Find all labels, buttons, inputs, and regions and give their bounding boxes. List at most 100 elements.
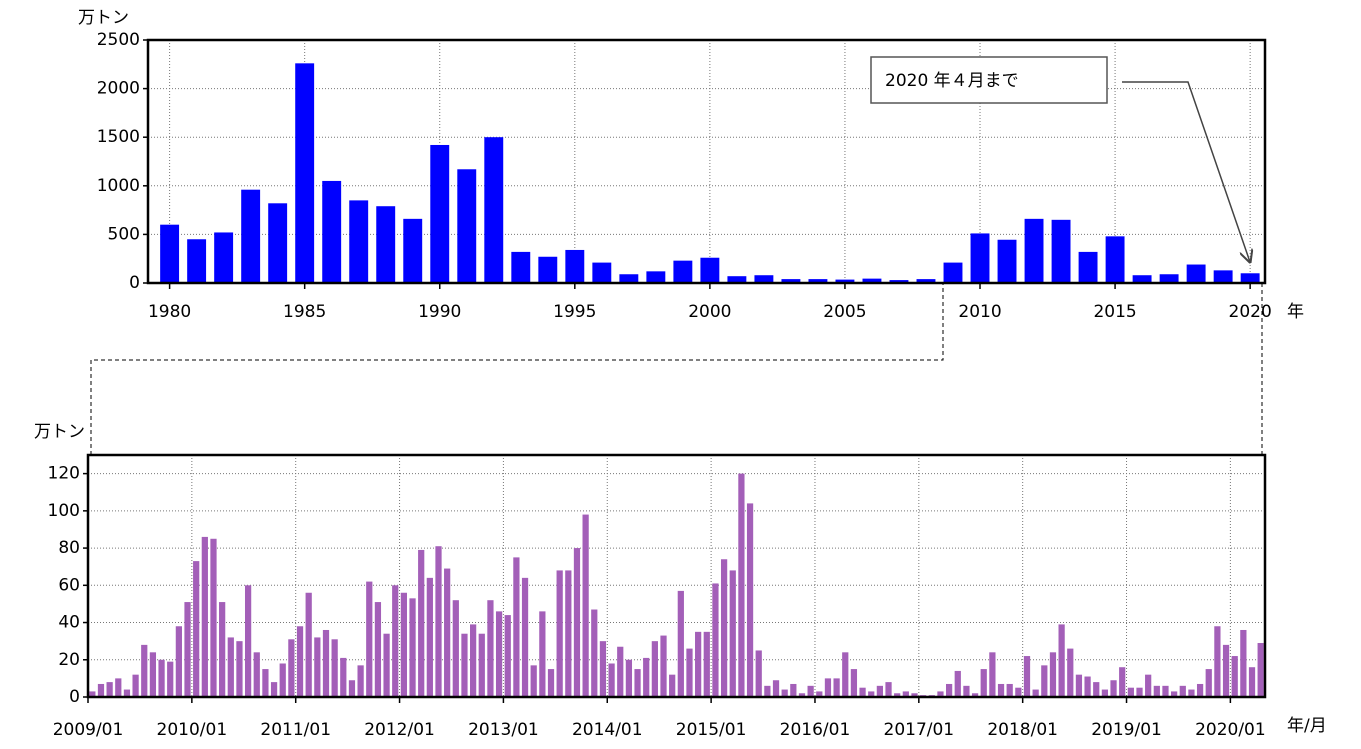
bar (1145, 674, 1152, 697)
bar (1159, 274, 1179, 283)
zoom-connector (90, 283, 944, 455)
plot-frame (86, 453, 1267, 699)
bar (357, 665, 364, 697)
y-tick-label: 0 (69, 687, 80, 707)
bar (187, 239, 207, 283)
bar (798, 693, 806, 697)
bar (1093, 682, 1100, 697)
bar (868, 691, 875, 697)
bar (1127, 687, 1134, 697)
bar-layer (89, 63, 1264, 697)
bar (470, 624, 477, 697)
bar (513, 557, 520, 697)
bar (400, 592, 408, 697)
bar (1078, 251, 1098, 283)
x-tick-label: 2020/01 (1195, 720, 1266, 740)
bar (478, 633, 485, 697)
bar (1240, 629, 1247, 697)
bar (700, 257, 720, 283)
bar (738, 473, 745, 697)
y-tick-label: 500 (108, 224, 140, 244)
bar (214, 232, 234, 283)
x-tick-label: 2011/01 (260, 720, 331, 740)
x-tick-label: 2016/01 (780, 720, 851, 740)
x-tick-label: 2012/01 (364, 720, 435, 740)
bar (403, 218, 423, 283)
bar (1049, 652, 1057, 697)
bar (89, 691, 96, 697)
bar (772, 680, 780, 697)
bar (409, 598, 416, 697)
x-tick-label: 2005 (823, 302, 866, 322)
x-tick-label: 2019/01 (1091, 720, 1162, 740)
bar (651, 641, 658, 697)
x-tick-label: 2000 (688, 302, 731, 322)
bar (457, 169, 477, 283)
x-tick-label: 1990 (418, 302, 461, 322)
bar (1075, 674, 1083, 697)
x-tick-label: 2014/01 (572, 720, 643, 740)
bar (461, 633, 468, 697)
bar (167, 661, 174, 697)
bar (262, 669, 269, 697)
y-axis-label: 万トン (78, 8, 129, 28)
bar (1186, 264, 1206, 283)
bar (963, 685, 970, 697)
bar (625, 659, 633, 697)
bar (288, 639, 295, 697)
bar (495, 611, 503, 697)
bar (374, 602, 382, 697)
bar (201, 536, 208, 697)
x-tick-label: 2009/01 (53, 720, 124, 740)
bar (1171, 691, 1178, 697)
bar (677, 590, 684, 697)
bar (617, 646, 624, 697)
bar (997, 239, 1017, 283)
bar (894, 693, 901, 697)
bar (1101, 689, 1109, 697)
bar (106, 682, 113, 697)
bar (160, 224, 180, 283)
bar (1205, 669, 1212, 697)
bar (484, 137, 504, 283)
bar (322, 629, 330, 697)
annotation-arrow (1122, 81, 1250, 262)
bar (1119, 667, 1126, 697)
bar (1214, 626, 1221, 697)
bar (547, 669, 555, 697)
bar (781, 689, 788, 697)
bar (253, 652, 260, 697)
bar (608, 663, 615, 697)
bar (141, 644, 148, 697)
y-tick-label: 40 (58, 613, 80, 633)
bar (444, 568, 451, 697)
annotation-box (870, 56, 1108, 104)
bar (295, 63, 315, 283)
bar (902, 691, 909, 697)
bar (911, 693, 918, 697)
bar (227, 637, 234, 697)
bar (1248, 667, 1256, 697)
bar (539, 611, 546, 697)
x-axis-label: 年 (1287, 302, 1304, 322)
bar (937, 691, 944, 697)
bar (430, 144, 450, 283)
bar (807, 685, 814, 697)
bar (511, 251, 531, 283)
bar (418, 549, 425, 697)
bar (824, 678, 832, 697)
bar (790, 683, 797, 697)
bar (781, 279, 801, 283)
y-tick-label: 100 (48, 501, 80, 521)
bar (1032, 689, 1039, 697)
bar (729, 570, 736, 697)
bar (816, 691, 823, 697)
bar (876, 685, 883, 697)
bar (1196, 683, 1204, 697)
bar (619, 274, 639, 283)
bar (538, 256, 558, 283)
bar (755, 650, 762, 697)
y-tick-label: 0 (129, 273, 140, 293)
x-tick-label: 2015 (1093, 302, 1136, 322)
